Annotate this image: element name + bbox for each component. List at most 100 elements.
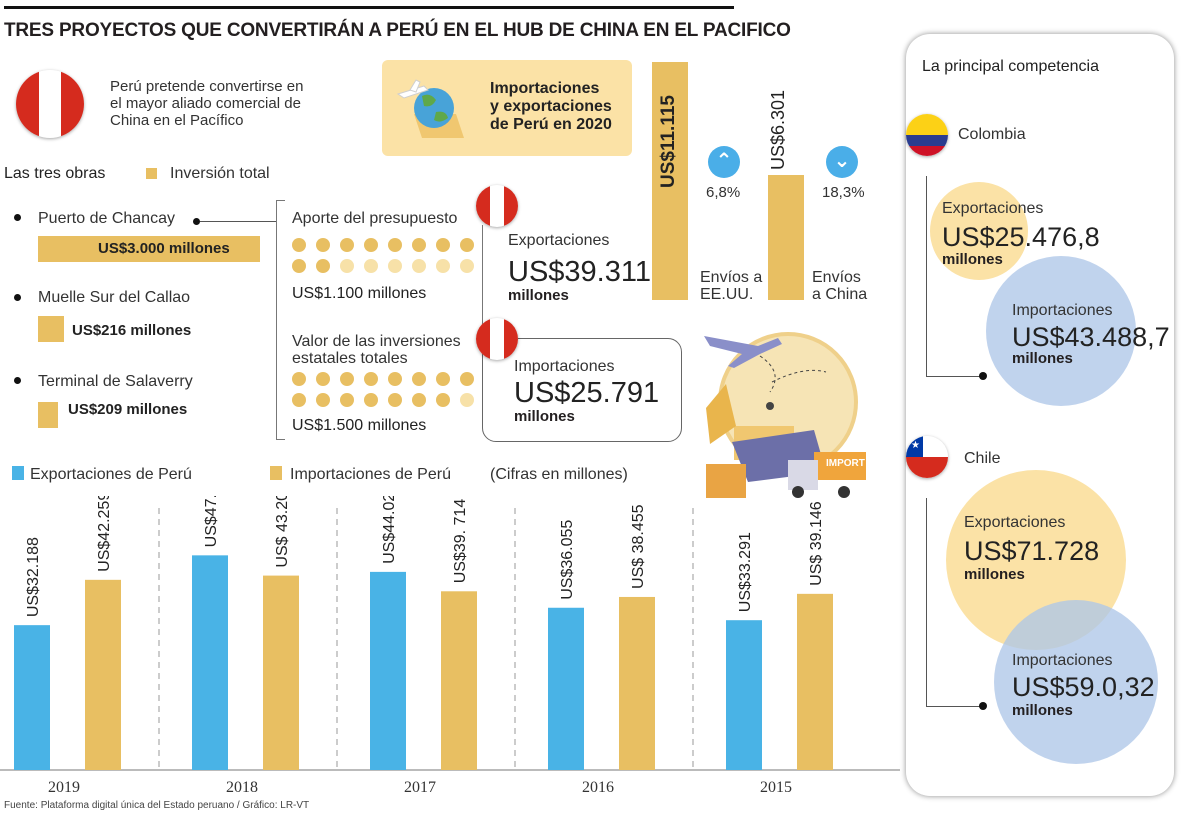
colombia-imports-circle xyxy=(986,256,1136,406)
coin-icon xyxy=(292,259,306,273)
colombia-imports-label: Importaciones xyxy=(1012,302,1113,319)
coin-icon xyxy=(388,393,402,407)
page-title: TRES PROYECTOS QUE CONVERTIRÁN A PERÚ EN… xyxy=(4,20,791,41)
bar-value-label: US$33.291 xyxy=(737,532,754,612)
colombia-name: Colombia xyxy=(958,126,1026,143)
callao-amount: US$216 millones xyxy=(72,322,192,339)
coin-icon xyxy=(316,372,330,386)
imports-legend-label: Importaciones de Perú xyxy=(290,466,451,483)
coin-icon xyxy=(436,372,450,386)
trade-2020-title-line: de Perú en 2020 xyxy=(490,116,612,133)
exports-bar xyxy=(14,625,50,770)
bullet-icon xyxy=(14,377,21,384)
peru-flag-icon xyxy=(476,318,518,360)
salaverry-investment-bar xyxy=(38,402,58,428)
coin-icon xyxy=(412,372,426,386)
coin-icon xyxy=(364,393,378,407)
chile-imports-value: US$59.0,32 xyxy=(1012,672,1155,702)
china-label-line: a China xyxy=(812,286,868,303)
bar-value-label: US$39. 714 xyxy=(452,499,469,584)
logistics-illustration xyxy=(704,332,866,498)
chile-flag-icon: ★ xyxy=(906,436,948,478)
imports-bar xyxy=(263,575,299,770)
imports-2020-label: Importaciones xyxy=(514,358,615,375)
aporte-label: Aporte del presupuesto xyxy=(292,210,458,227)
coin-icon xyxy=(316,238,330,252)
project-name: Terminal de Salaverry xyxy=(38,373,193,390)
colombia-imports-value: US$43.488,7 xyxy=(1012,322,1170,352)
coin-icon xyxy=(340,259,354,273)
exports-legend-swatch xyxy=(12,466,24,480)
coin-icon xyxy=(388,259,402,273)
valor-label-line: Valor de las inversiones xyxy=(292,333,461,350)
x-tick-label: 2019 xyxy=(48,779,80,796)
connector-line xyxy=(926,498,985,707)
china-shipments-value: US$6.301 xyxy=(768,89,788,170)
coin-icon xyxy=(412,393,426,407)
chancay-amount: US$3.000 millones xyxy=(98,240,230,257)
colombia-imports-unit: millones xyxy=(1012,350,1073,367)
globe-plane-icon xyxy=(396,79,464,138)
exports-bar xyxy=(726,620,762,770)
coin-icon xyxy=(340,393,354,407)
coin-icon xyxy=(364,259,378,273)
coin-icon xyxy=(292,393,306,407)
exports-bar xyxy=(548,607,584,770)
imports-legend-swatch xyxy=(270,466,282,480)
china-pct: 18,3% xyxy=(822,184,865,201)
exports-2020-unit: millones xyxy=(508,287,569,304)
coin-icon xyxy=(436,393,450,407)
salaverry-amount: US$209 millones xyxy=(68,401,188,418)
china-label: Envíos a China xyxy=(812,269,867,303)
coin-icon xyxy=(436,238,450,252)
exports-2020-value: US$39.311 xyxy=(508,256,651,288)
coin-icon xyxy=(460,372,474,386)
arrow-down-icon: ⌄ xyxy=(826,146,858,178)
chile-name: Chile xyxy=(964,450,1001,467)
chart-note: (Cifras en millones) xyxy=(490,466,628,483)
arrow-up-icon: ⌃ xyxy=(708,146,740,178)
x-tick-label: 2015 xyxy=(760,779,792,796)
bar-value-label: US$ 43.203 xyxy=(274,496,291,568)
coin-icon xyxy=(316,259,330,273)
import-sign: IMPORT xyxy=(826,458,865,469)
bar-value-label: US$47.702 xyxy=(203,496,220,547)
bar-value-label: US$36.055 xyxy=(559,520,576,600)
imports-2020-box xyxy=(482,338,682,442)
peru-flag-icon xyxy=(16,70,84,138)
coin-icon xyxy=(388,238,402,252)
source-note: Fuente: Plataforma digital única del Est… xyxy=(4,800,310,811)
valor-coins xyxy=(292,372,482,412)
intro-line: China en el Pacífico xyxy=(110,112,244,129)
bracket xyxy=(276,200,287,440)
x-tick-label: 2016 xyxy=(582,779,614,796)
imports-bar xyxy=(441,591,477,770)
bullet-icon xyxy=(14,214,21,221)
investment-legend-swatch xyxy=(146,168,157,179)
intro-line: el mayor aliado comercial de xyxy=(110,95,301,112)
usa-label-line: EE.UU. xyxy=(700,286,754,303)
chile-imports-circle xyxy=(994,600,1158,764)
chancay-investment-bar xyxy=(38,236,260,262)
projects-heading: Las tres obras xyxy=(4,165,106,182)
connector-line xyxy=(482,225,483,338)
coin-icon xyxy=(340,372,354,386)
project-name: Puerto de Chancay xyxy=(38,210,175,227)
coin-icon xyxy=(460,393,474,407)
aporte-amount: US$1.100 millones xyxy=(292,285,427,302)
bar-value-label: US$42.259 xyxy=(96,496,113,572)
aporte-coins xyxy=(292,238,482,278)
china-shipments-bar xyxy=(768,175,804,300)
trade-bar-chart: US$32.188 US$42.259 2019 US$47.702 US$ 43.20… xyxy=(0,496,900,796)
coin-icon xyxy=(292,238,306,252)
colombia-exports-label: Exportaciones xyxy=(942,200,1044,217)
chile-exports-value: US$71.728 xyxy=(964,536,1100,566)
connector-dot xyxy=(193,218,200,225)
trade-2020-title-line: y exportaciones xyxy=(490,98,612,115)
top-rule xyxy=(4,6,734,9)
chile-exports-unit: millones xyxy=(964,566,1025,583)
bar-value-label: US$ 38.455 xyxy=(630,504,647,589)
usa-label: Envíos a EE.UU. xyxy=(700,269,762,303)
colombia-exports-value: US$25.476,8 xyxy=(942,222,1100,252)
valor-amount: US$1.500 millones xyxy=(292,417,427,434)
